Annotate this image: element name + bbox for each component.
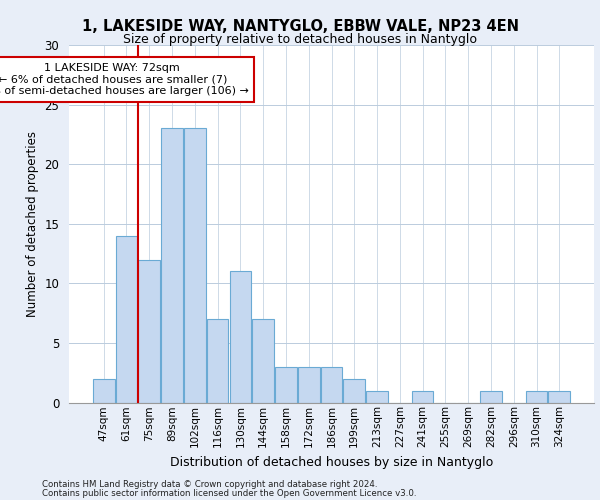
Y-axis label: Number of detached properties: Number of detached properties — [26, 130, 39, 317]
Bar — [161, 128, 183, 402]
Bar — [275, 367, 297, 402]
Bar — [253, 319, 274, 402]
Bar — [343, 378, 365, 402]
Text: 1, LAKESIDE WAY, NANTYGLO, EBBW VALE, NP23 4EN: 1, LAKESIDE WAY, NANTYGLO, EBBW VALE, NP… — [82, 19, 518, 34]
Bar — [207, 319, 229, 402]
Bar — [548, 390, 570, 402]
Bar — [320, 367, 343, 402]
Bar — [139, 260, 160, 402]
Bar — [480, 390, 502, 402]
Bar — [366, 390, 388, 402]
Bar — [93, 378, 115, 402]
Bar — [412, 390, 433, 402]
Bar — [298, 367, 320, 402]
X-axis label: Distribution of detached houses by size in Nantyglo: Distribution of detached houses by size … — [170, 456, 493, 468]
Text: Contains public sector information licensed under the Open Government Licence v3: Contains public sector information licen… — [42, 488, 416, 498]
Text: Size of property relative to detached houses in Nantyglo: Size of property relative to detached ho… — [123, 32, 477, 46]
Bar — [526, 390, 547, 402]
Bar — [116, 236, 137, 402]
Bar — [184, 128, 206, 402]
Text: 1 LAKESIDE WAY: 72sqm
← 6% of detached houses are smaller (7)
94% of semi-detach: 1 LAKESIDE WAY: 72sqm ← 6% of detached h… — [0, 63, 249, 96]
Bar — [230, 272, 251, 402]
Text: Contains HM Land Registry data © Crown copyright and database right 2024.: Contains HM Land Registry data © Crown c… — [42, 480, 377, 489]
